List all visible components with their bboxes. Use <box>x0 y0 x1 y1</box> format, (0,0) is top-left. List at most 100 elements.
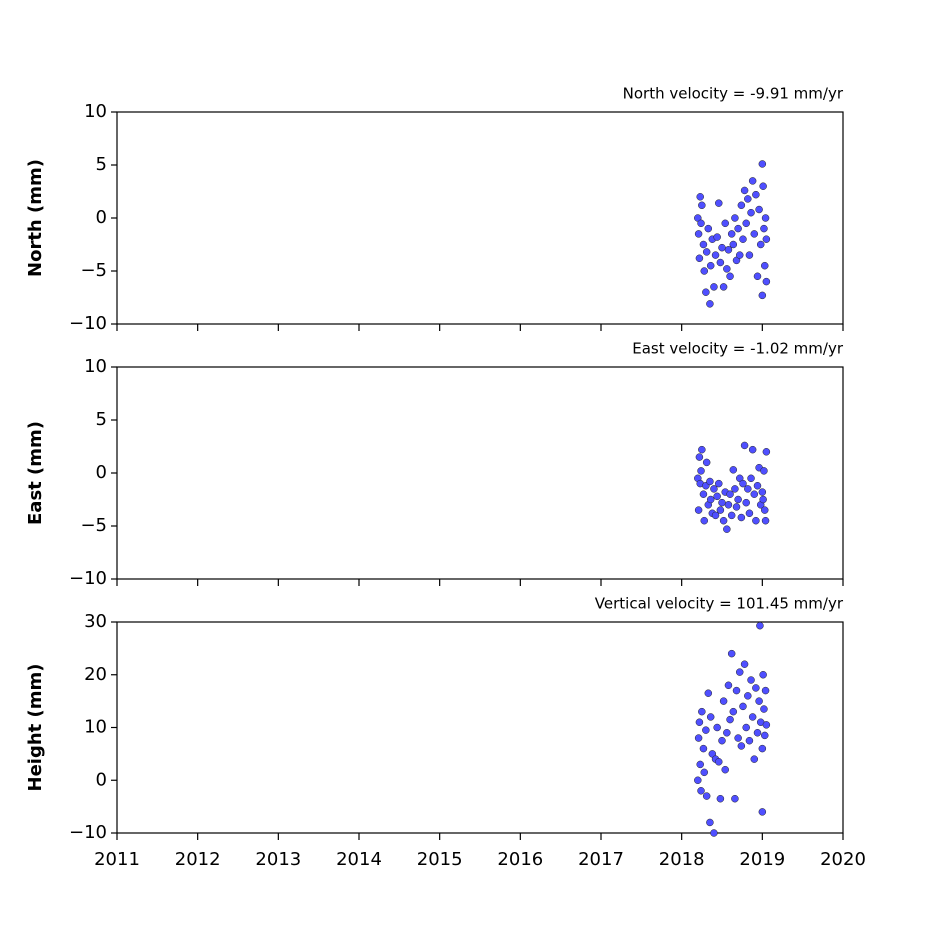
data-point <box>700 267 709 275</box>
data-point <box>695 718 704 726</box>
data-point <box>753 272 762 281</box>
data-point <box>704 224 713 233</box>
data-point <box>700 516 709 525</box>
data-point <box>711 251 720 259</box>
data-point <box>713 233 721 241</box>
data-point <box>724 681 733 690</box>
data-point <box>735 251 744 259</box>
data-point <box>732 686 741 695</box>
y-tick-label: −10 <box>69 313 107 334</box>
data-point <box>710 485 718 493</box>
data-point <box>694 776 702 784</box>
data-point <box>740 186 749 195</box>
data-point <box>750 230 759 238</box>
panel-annotation: East velocity = -1.02 mm/yr <box>632 340 844 358</box>
data-point <box>740 441 749 450</box>
data-point <box>761 516 770 525</box>
x-tick-label: 2015 <box>417 849 463 870</box>
y-tick-label: 10 <box>84 717 107 738</box>
data-point <box>697 787 705 795</box>
x-tick-label: 2020 <box>820 849 866 870</box>
x-tick-label: 2017 <box>578 849 624 870</box>
data-point <box>758 488 767 496</box>
data-point <box>726 272 734 281</box>
data-point <box>742 723 750 732</box>
data-point <box>760 467 768 475</box>
data-point <box>731 794 739 803</box>
data-point <box>734 734 742 742</box>
data-point <box>697 219 705 228</box>
data-point <box>737 201 746 210</box>
data-point <box>752 516 760 525</box>
data-point <box>704 689 713 697</box>
data-point <box>745 509 754 518</box>
data-point <box>702 726 710 734</box>
data-point <box>710 283 718 291</box>
data-point <box>762 277 771 286</box>
x-tick-label: 2013 <box>255 849 301 870</box>
y-axis-label: Height (mm) <box>25 664 46 792</box>
data-point <box>756 621 764 630</box>
data-point <box>706 261 715 270</box>
data-point <box>715 758 723 766</box>
data-point <box>740 660 749 668</box>
data-point <box>723 729 731 737</box>
data-point <box>726 715 734 724</box>
data-point <box>753 729 762 737</box>
y-tick-label: 5 <box>96 154 107 175</box>
data-point <box>762 721 771 729</box>
data-point <box>706 300 714 308</box>
data-point <box>721 765 729 774</box>
data-point <box>727 511 736 520</box>
y-tick-label: −10 <box>69 568 107 589</box>
x-tick-label: 2011 <box>94 849 140 870</box>
data-point <box>758 291 767 300</box>
data-point <box>735 668 744 676</box>
data-point <box>758 744 767 753</box>
x-tick-label: 2018 <box>659 849 705 870</box>
data-point <box>727 649 736 658</box>
data-point <box>723 265 731 273</box>
data-point <box>747 676 755 684</box>
data-point <box>744 195 752 203</box>
data-point <box>695 453 704 461</box>
x-tick-label: 2016 <box>497 849 543 870</box>
data-point <box>739 235 747 243</box>
data-point <box>752 684 760 692</box>
data-point <box>761 686 770 695</box>
data-point <box>753 481 762 490</box>
data-point <box>752 190 760 199</box>
data-point <box>747 474 755 483</box>
data-point <box>702 248 711 256</box>
data-point <box>711 511 720 520</box>
data-point <box>694 734 703 742</box>
data-point <box>694 506 703 514</box>
data-point <box>756 240 765 249</box>
data-point <box>761 731 769 740</box>
data-point <box>762 235 771 243</box>
data-point <box>737 742 746 750</box>
data-point <box>726 490 734 498</box>
data-point <box>745 251 754 259</box>
data-point <box>721 219 729 228</box>
data-point <box>750 490 759 498</box>
data-point <box>694 230 703 238</box>
data-point <box>742 498 750 507</box>
data-point <box>723 525 731 533</box>
data-point <box>761 214 770 222</box>
data-point <box>706 495 715 504</box>
data-point <box>696 193 704 201</box>
y-tick-label: 10 <box>84 101 107 122</box>
data-point <box>698 707 706 716</box>
data-point <box>734 224 742 233</box>
data-point <box>748 713 757 721</box>
data-point <box>761 261 769 270</box>
data-point <box>748 445 757 454</box>
data-point <box>759 495 767 504</box>
x-tick-label: 2014 <box>336 849 382 870</box>
data-point <box>755 697 763 705</box>
y-tick-label: 0 <box>96 462 107 483</box>
data-point <box>758 160 767 168</box>
data-point <box>759 182 767 190</box>
data-point <box>745 736 754 745</box>
